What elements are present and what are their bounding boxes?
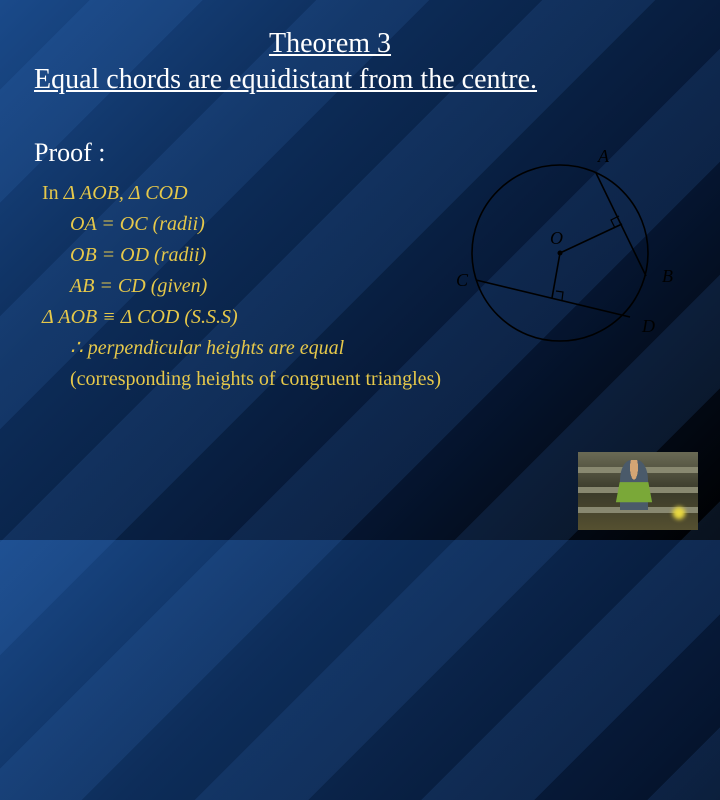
proof-line1: Δ AOB, Δ COD xyxy=(64,182,188,204)
label-D: D xyxy=(641,316,655,336)
corner-photo xyxy=(578,452,698,530)
proof-line7: (corresponding heights of congruent tria… xyxy=(70,364,686,395)
theorem-title: Theorem 3 xyxy=(154,28,506,60)
proof-line1-prefix: In xyxy=(42,182,64,204)
label-O: O xyxy=(550,228,563,248)
circle-diagram: A B C D O xyxy=(450,128,690,368)
label-B: B xyxy=(662,266,673,286)
label-A: A xyxy=(597,146,610,166)
label-C: C xyxy=(456,270,469,290)
theorem-statement: Equal chords are equidistant from the ce… xyxy=(34,64,686,96)
